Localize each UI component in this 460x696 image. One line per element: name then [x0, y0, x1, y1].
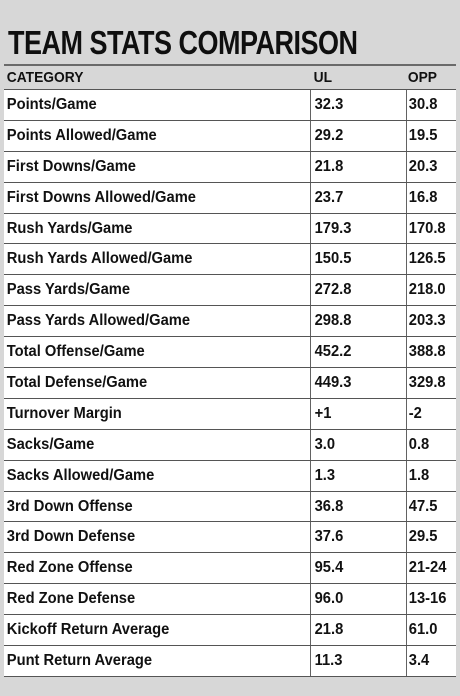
table-row: Rush Yards Allowed/Game 150.5 126.5 — [4, 244, 456, 276]
cell-opp: 21-24 — [406, 553, 452, 584]
table-row: Sacks/Game 3.0 0.8 — [4, 429, 456, 461]
cell-ul: 272.8 — [310, 275, 398, 306]
cell-ul: 29.2 — [310, 120, 398, 151]
column-header-opp: OPP — [407, 69, 437, 86]
cell-category: Red Zone Offense — [6, 559, 133, 577]
cell-opp: 13-16 — [406, 584, 452, 615]
cell-ul: 37.6 — [310, 522, 398, 553]
table-row: Kickoff Return Average 21.8 61.0 — [4, 615, 456, 647]
cell-category: 3rd Down Defense — [6, 528, 136, 546]
cell-category: Points/Game — [6, 95, 97, 113]
cell-category: Total Defense/Game — [6, 373, 148, 391]
table-row: Pass Yards/Game 272.8 218.0 — [4, 275, 456, 307]
table-row: First Downs/Game 21.8 20.3 — [4, 151, 456, 183]
cell-opp: 0.8 — [406, 429, 452, 460]
cell-ul: 3.0 — [310, 429, 398, 460]
cell-opp: 329.8 — [406, 368, 452, 398]
cell-ul: 1.3 — [310, 460, 398, 491]
cell-ul: 179.3 — [310, 213, 398, 244]
table-row: Turnover Margin +1 -2 — [4, 398, 456, 430]
stats-table: CATEGORY UL OPP Points/Game 32.3 30.8 Point… — [4, 64, 456, 677]
cell-category: First Downs/Game — [6, 157, 137, 175]
table-row: Total Defense/Game 449.3 329.8 — [4, 368, 456, 399]
table-row: Sacks Allowed/Game 1.3 1.8 — [4, 460, 456, 492]
cell-ul: 95.4 — [310, 553, 398, 584]
cell-opp: 61.0 — [406, 615, 452, 646]
cell-opp: 47.5 — [406, 491, 452, 522]
cell-category: Turnover Margin — [6, 404, 122, 422]
cell-category: Rush Yards/Game — [6, 219, 133, 237]
cell-ul: 21.8 — [310, 615, 398, 646]
cell-category: Points Allowed/Game — [6, 126, 157, 144]
table-row: Rush Yards/Game 179.3 170.8 — [4, 213, 456, 245]
table-row: 3rd Down Defense 37.6 29.5 — [4, 522, 456, 554]
table-body: Points/Game 32.3 30.8 Points Allowed/Game 29… — [4, 90, 456, 677]
cell-ul: 21.8 — [310, 151, 398, 182]
cell-opp: -2 — [406, 398, 452, 429]
table-row: 3rd Down Offense 36.8 47.5 — [4, 491, 456, 523]
cell-category: First Downs Allowed/Game — [6, 188, 196, 206]
page-title: TEAM STATS COMPARISON — [8, 24, 358, 62]
cell-opp: 19.5 — [406, 120, 452, 151]
table-row: Punt Return Average 11.3 3.4 — [4, 646, 456, 677]
cell-opp: 218.0 — [406, 275, 452, 306]
cell-ul: 298.8 — [310, 306, 398, 337]
cell-opp: 16.8 — [406, 182, 452, 213]
cell-category: Rush Yards Allowed/Game — [6, 250, 193, 268]
table-row: First Downs Allowed/Game 23.7 16.8 — [4, 182, 456, 214]
cell-category: Kickoff Return Average — [6, 621, 170, 639]
cell-ul: 32.3 — [310, 90, 398, 120]
table-row: Red Zone Defense 96.0 13-16 — [4, 584, 456, 616]
cell-ul: 452.2 — [310, 337, 398, 368]
cell-ul: 96.0 — [310, 584, 398, 615]
cell-category: Sacks Allowed/Game — [6, 466, 155, 484]
cell-ul: 23.7 — [310, 182, 398, 213]
cell-opp: 203.3 — [406, 306, 452, 337]
cell-category: 3rd Down Offense — [6, 497, 133, 515]
cell-opp: 126.5 — [406, 244, 452, 275]
cell-category: Red Zone Defense — [6, 590, 136, 608]
table-header-row: CATEGORY UL OPP — [4, 66, 456, 90]
cell-opp: 170.8 — [406, 213, 452, 244]
cell-ul: 11.3 — [310, 646, 398, 676]
cell-category: Pass Yards Allowed/Game — [6, 312, 191, 330]
cell-opp: 30.8 — [406, 90, 452, 120]
cell-opp: 29.5 — [406, 522, 452, 553]
cell-opp: 1.8 — [406, 460, 452, 491]
cell-ul: 150.5 — [310, 244, 398, 275]
cell-category: Punt Return Average — [6, 651, 153, 669]
cell-opp: 388.8 — [406, 337, 452, 368]
table-row: Pass Yards Allowed/Game 298.8 203.3 — [4, 306, 456, 338]
table-row: Total Offense/Game 452.2 388.8 — [4, 337, 456, 369]
table-row: Points/Game 32.3 30.8 — [4, 90, 456, 121]
column-header-category: CATEGORY — [6, 69, 84, 86]
cell-opp: 20.3 — [406, 151, 452, 182]
cell-category: Pass Yards/Game — [6, 281, 131, 299]
table-row: Red Zone Offense 95.4 21-24 — [4, 553, 456, 585]
cell-ul: +1 — [310, 398, 398, 429]
column-header-ul: UL — [313, 69, 333, 86]
cell-ul: 449.3 — [310, 368, 398, 398]
cell-ul: 36.8 — [310, 491, 398, 522]
cell-category: Total Offense/Game — [6, 343, 145, 361]
cell-category: Sacks/Game — [6, 435, 95, 453]
cell-opp: 3.4 — [406, 646, 452, 676]
table-row: Points Allowed/Game 29.2 19.5 — [4, 120, 456, 152]
